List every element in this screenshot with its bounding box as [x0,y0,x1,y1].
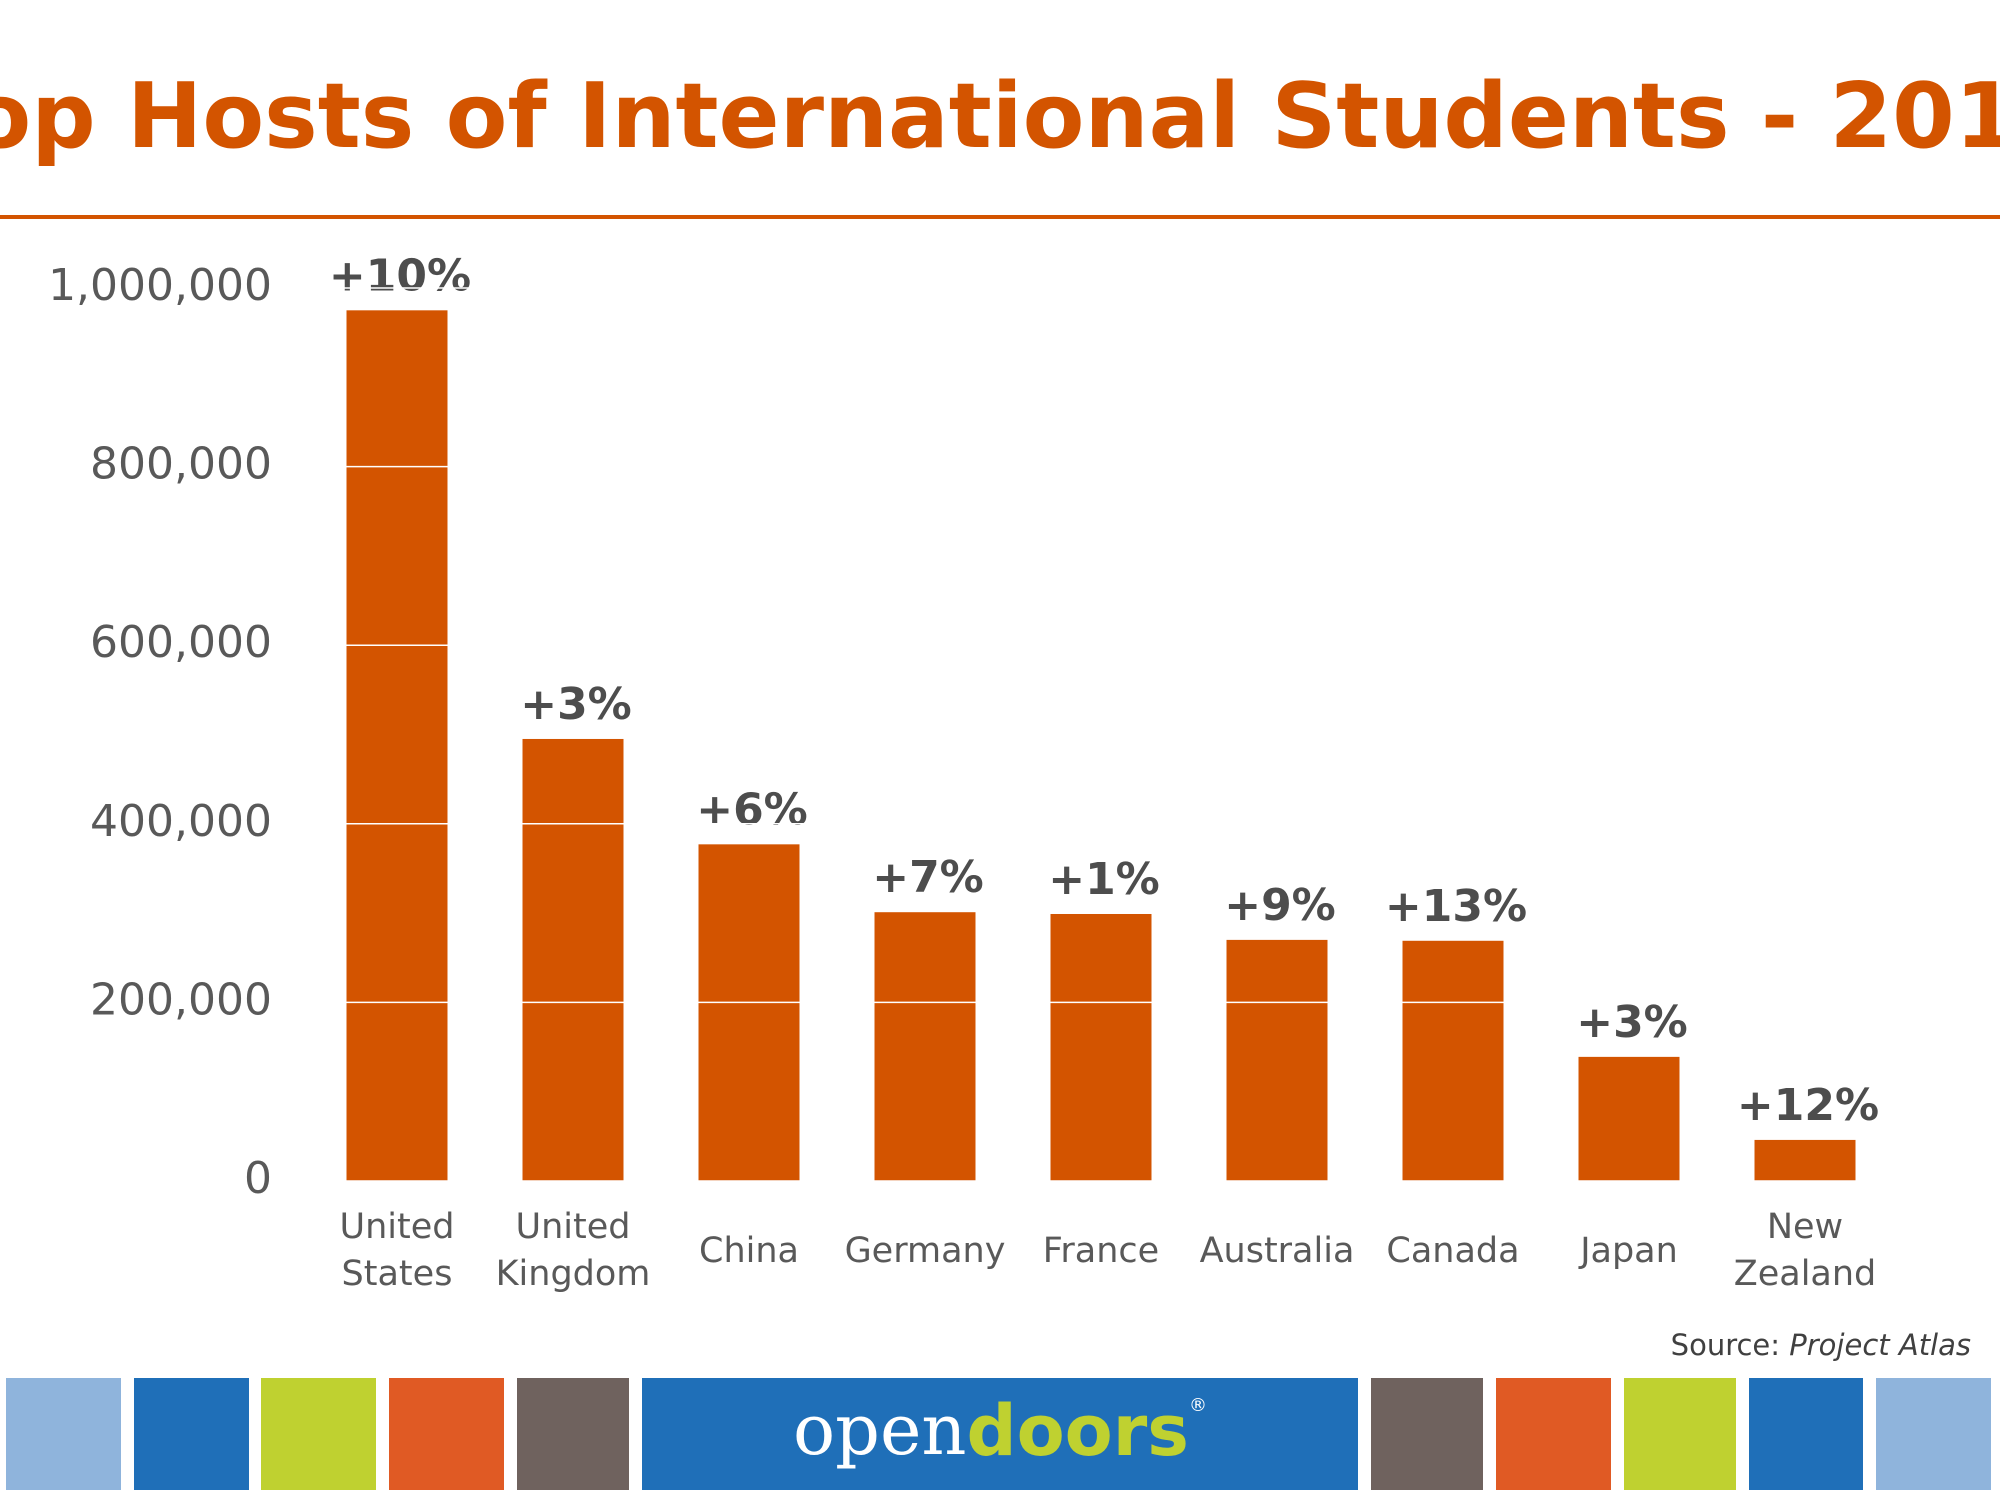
change-label: +3% [520,679,632,730]
bar [698,844,800,1181]
brand: opendoors® [793,1389,1207,1472]
brand-prefix: open [793,1389,966,1471]
y-tick-label: 0 [244,1153,272,1204]
y-tick-label: 600,000 [90,617,272,668]
bar [1402,940,1504,1181]
bar [522,738,624,1181]
x-tick-label: Australia [1199,1230,1355,1271]
footer: opendoors® [6,1378,1991,1490]
y-tick-label: 400,000 [90,796,272,847]
source-name: Project Atlas [1789,1328,1971,1362]
tile [1371,1378,1483,1490]
bar [1050,913,1152,1181]
change-label: +6% [696,784,808,835]
change-label: +3% [1576,997,1688,1048]
brand-banner [642,1378,1358,1490]
source: Source: Project Atlas [1671,1328,1971,1362]
globe-tile [1876,1378,1991,1490]
tile [517,1378,629,1490]
tile [1749,1378,1863,1490]
y-tick-label: 800,000 [90,439,272,490]
bar [1226,939,1328,1181]
x-tick-label: New Zealand [1733,1207,1877,1294]
tile [261,1378,376,1490]
x-tick-label: Japan [1580,1230,1678,1271]
tile [389,1378,504,1490]
change-label: +12% [1737,1080,1879,1131]
tile [134,1378,249,1490]
tile [1624,1378,1736,1490]
change-label: +13% [1385,881,1527,932]
brand-mark: ® [1189,1395,1207,1416]
bar [1754,1139,1856,1181]
bar [1578,1056,1680,1181]
tile [1496,1378,1611,1490]
change-label: +7% [872,852,984,903]
x-tick-label: United Kingdom [495,1207,651,1294]
x-tick-label: United States [339,1207,455,1294]
change-label: +10% [329,250,471,301]
y-tick-label: 200,000 [90,974,272,1025]
x-tick-label: China [699,1230,799,1271]
change-label: +9% [1224,880,1336,931]
x-tick-label: Germany [844,1230,1006,1271]
bar [874,912,976,1181]
globe-tile [6,1378,121,1490]
x-tick-label: Canada [1386,1230,1520,1271]
x-tick-label: France [1042,1230,1160,1271]
y-tick-label: 1,000,000 [48,260,272,311]
chart-title: Top Hosts of International Students - 20… [0,64,2000,169]
change-label: +1% [1048,854,1160,905]
source-label: Source: [1671,1328,1780,1362]
brand-suffix: doors [966,1390,1188,1472]
bar [346,310,448,1181]
